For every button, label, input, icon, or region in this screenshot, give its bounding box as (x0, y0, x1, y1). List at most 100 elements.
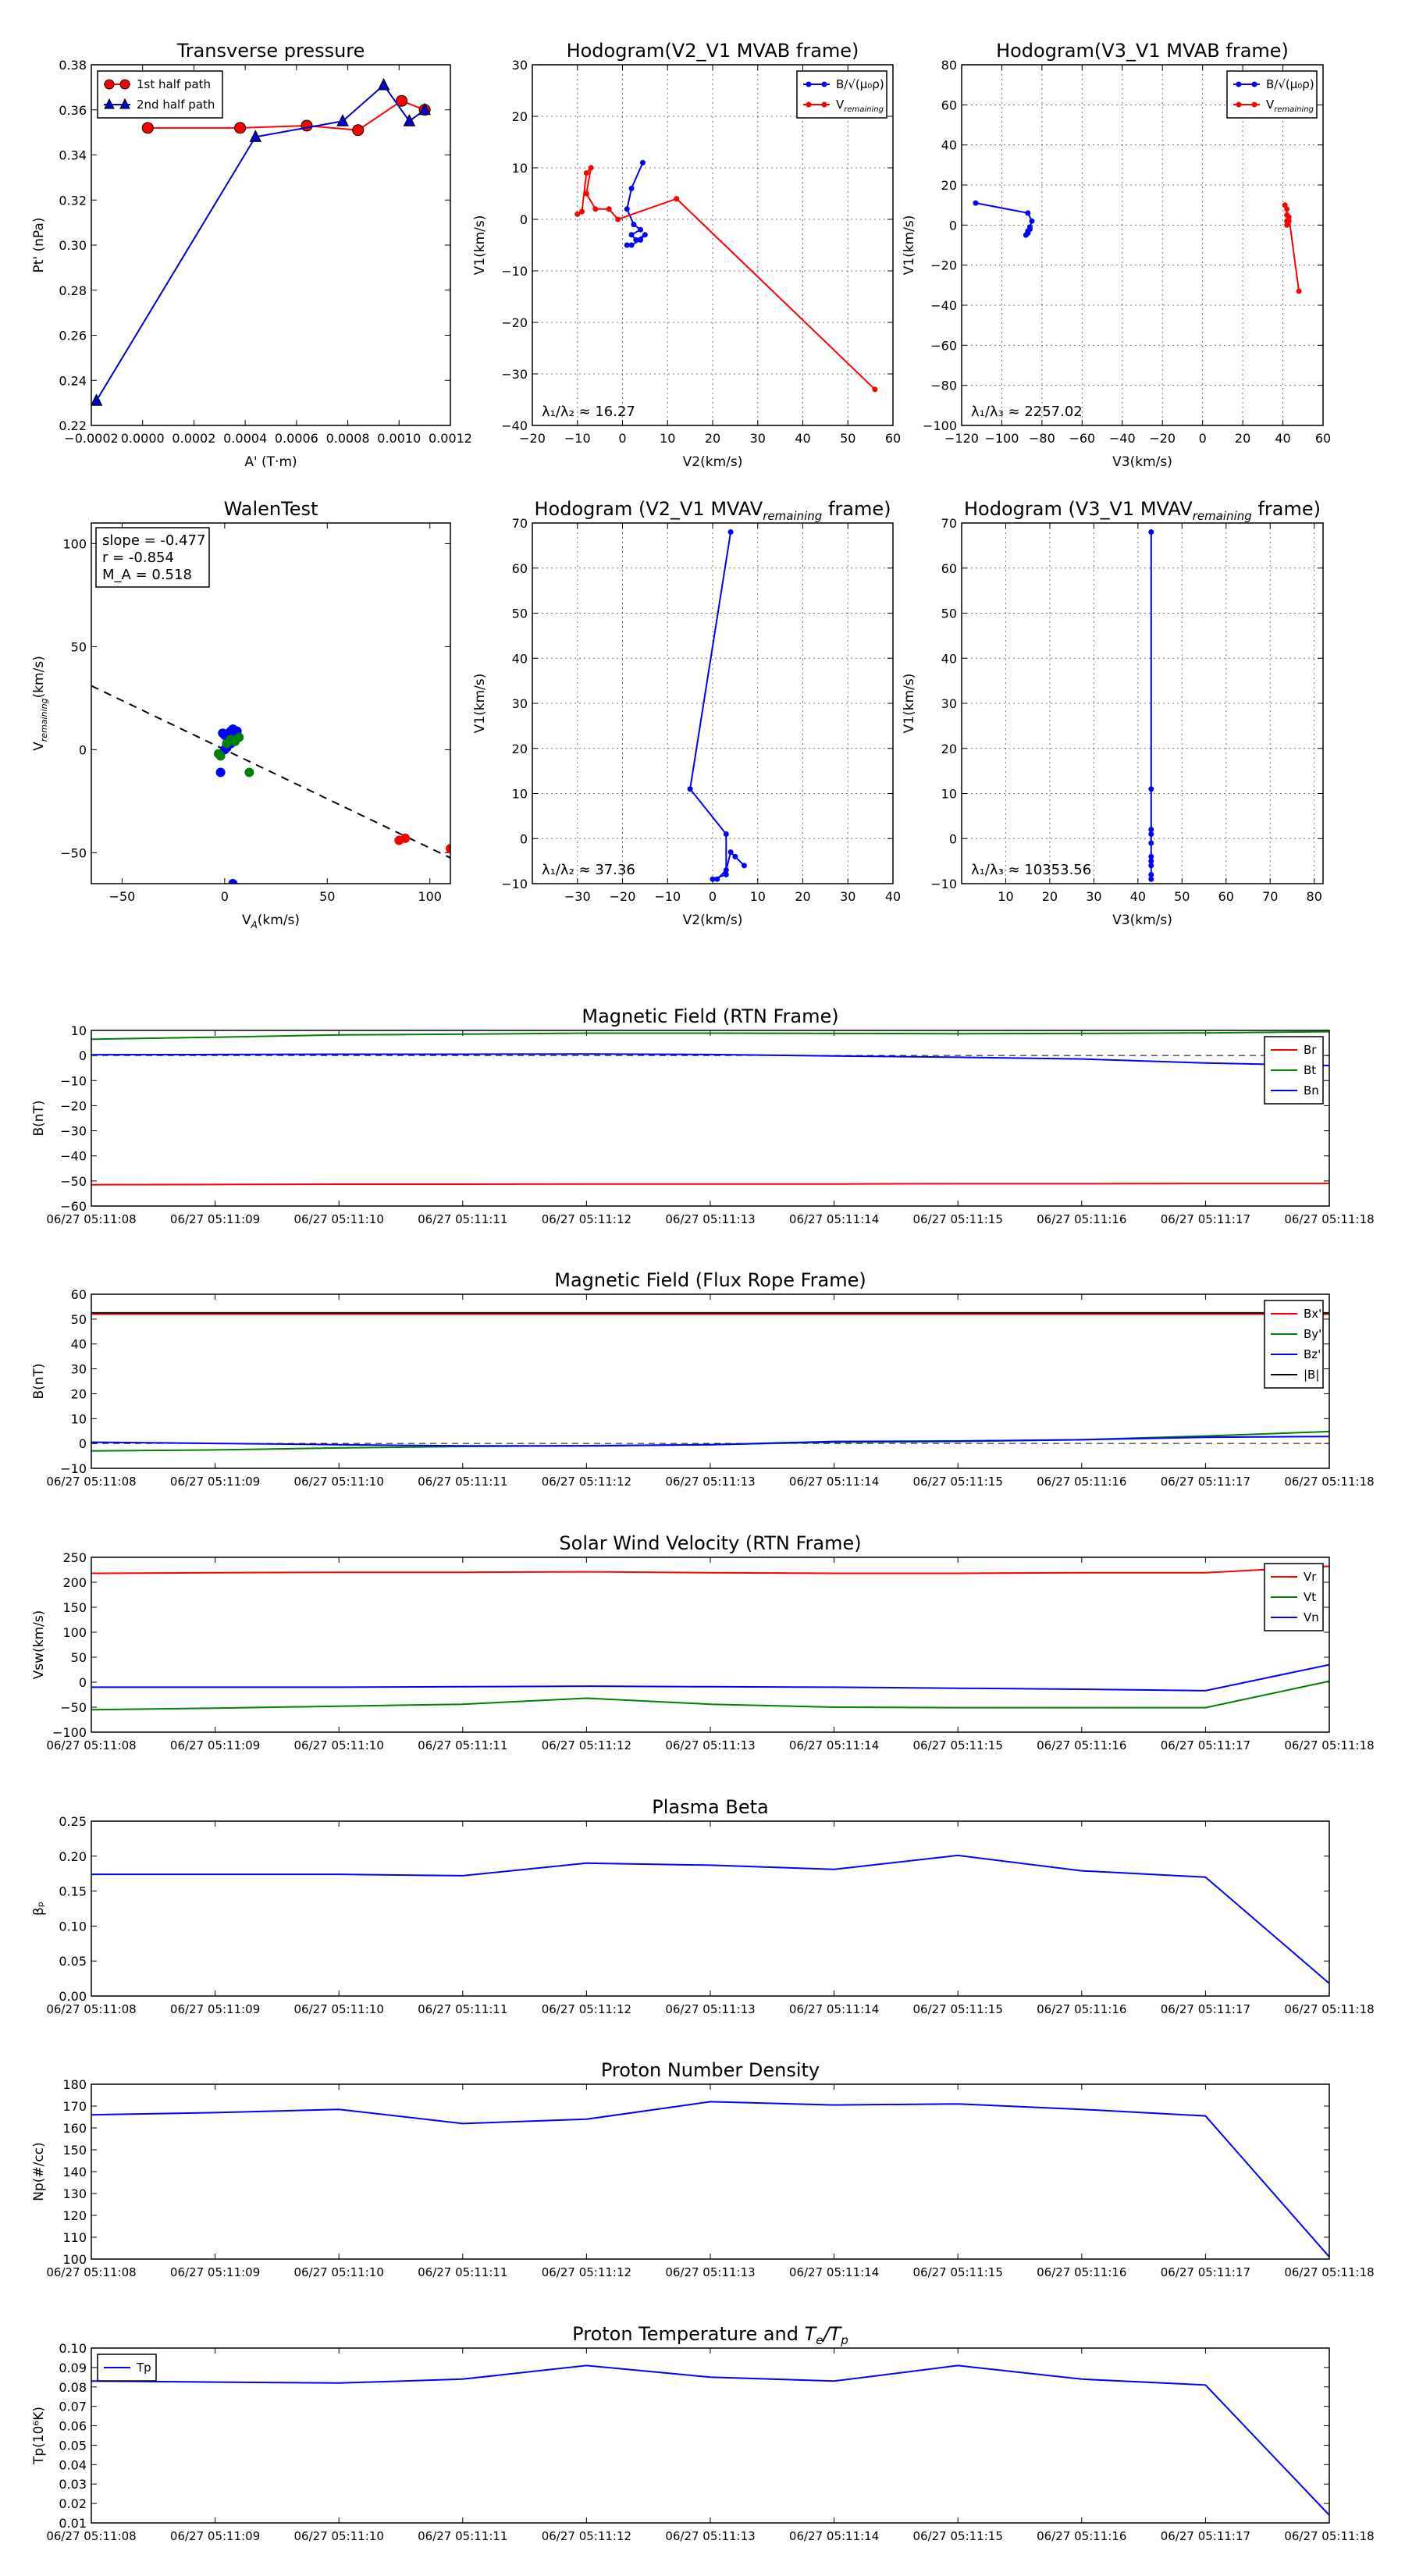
data-point (1148, 863, 1154, 869)
x-tick-label: 60 (885, 431, 901, 446)
y-tick-label: 0 (79, 1048, 87, 1063)
x-tick-label: 0.0008 (326, 431, 370, 446)
data-point (400, 833, 411, 843)
legend: B/√(μ₀ρ) Vremaining (796, 70, 887, 119)
label-sub: remaining (39, 698, 49, 742)
y-tick-label: 50 (71, 1650, 87, 1665)
y-tick-label: 0.09 (59, 2361, 87, 2375)
y-tick-label: 0.25 (59, 1814, 87, 1829)
series-line-Vn (91, 1663, 1329, 1692)
x-tick-label: 06/27 05:11:12 (542, 1475, 631, 1489)
x-tick-label: 10 (750, 889, 766, 904)
data-point (1148, 858, 1154, 864)
y-tick-label: −10 (60, 1073, 87, 1088)
x-tick-label: 06/27 05:11:10 (294, 1738, 384, 1752)
label-part: V (1266, 98, 1275, 112)
x-tick-label: 06/27 05:11:17 (1161, 2529, 1250, 2543)
y-tick-label: −60 (930, 338, 957, 353)
chart-title: Hodogram (V3_V1 MVAVremaining frame) (964, 498, 1321, 523)
y-tick-label: 200 (62, 1575, 87, 1590)
x-tick-label: 06/27 05:11:09 (170, 2265, 260, 2279)
x-tick-label: 06/27 05:11:15 (913, 2002, 1003, 2016)
x-tick-label: −40 (1109, 431, 1136, 446)
y-tick-label: 0.06 (59, 2419, 87, 2434)
legend-marker (119, 98, 130, 109)
y-axis-label: Vsw(km/s) (31, 1610, 47, 1680)
x-tick-label: 06/27 05:11:16 (1037, 2002, 1126, 2016)
data-point (624, 242, 630, 248)
y-tick-label: 0 (949, 831, 957, 846)
y-tick-label: −50 (60, 845, 87, 860)
x-tick-label: 20 (1235, 431, 1250, 446)
x-tick-label: −20 (610, 889, 636, 904)
x-axis-label: V2(km/s) (683, 913, 743, 928)
series-group (91, 2364, 1329, 2516)
panel-hodogram-v3v1-mvab: −120 −100 −80 −60 −40 −20 0 20 40 60−100−80−60−40… (902, 40, 1331, 470)
x-tick-label: 06/27 05:11:13 (665, 2265, 755, 2279)
x-tick-label: 06/27 05:11:16 (1037, 1738, 1126, 1752)
series-line-Bn (91, 1053, 1329, 1066)
data-point (418, 102, 431, 116)
y-tick-label: 50 (71, 639, 87, 654)
legend-label: 1st half path (137, 77, 211, 91)
series-group (213, 724, 450, 884)
x-tick-label: 06/27 05:11:16 (1037, 2529, 1126, 2543)
y-tick-label: 60 (941, 561, 957, 576)
title-part: T (805, 2323, 818, 2345)
x-tick-label: 06/27 05:11:08 (46, 1212, 136, 1226)
x-tick-label: 06/27 05:11:13 (665, 1738, 755, 1752)
x-tick-label: −10 (654, 889, 681, 904)
x-tick-label: 50 (319, 889, 335, 904)
series-group (91, 1030, 1329, 1186)
legend: Bx' By' Bz' |B| (1264, 1300, 1324, 1389)
title-part: Hodogram (V2_V1 MVAV (535, 498, 763, 520)
data-point (592, 206, 599, 212)
legend-marker (1236, 81, 1242, 87)
data-point (588, 165, 594, 171)
y-tick-label: −100 (923, 418, 957, 433)
legend-box (1264, 1300, 1324, 1389)
data-point (628, 185, 635, 191)
y-tick-label: 0.01 (59, 2516, 87, 2531)
title-part: Proton Temperature and (572, 2323, 804, 2345)
panel-magnetic-field-rtn: 06/27 05:11:08 06/27 05:11:09 06/27 05:11:… (31, 1005, 1375, 1226)
data-point (301, 119, 313, 132)
data-point (710, 876, 716, 882)
label-part: V (31, 742, 47, 751)
data-point (396, 94, 408, 107)
data-point (642, 232, 648, 238)
x-tick-label: 0.0000 (121, 431, 165, 446)
x-tick-label: 06/27 05:11:09 (170, 2529, 260, 2543)
y-tick-label: 0.20 (59, 1849, 87, 1864)
y-tick-label: 40 (941, 651, 957, 666)
ratio-annotation: λ₁/λ₂ ≈ 16.27 (542, 404, 635, 420)
legend-label: B/√(μ₀ρ) (1266, 77, 1314, 91)
y-tick-label: 80 (941, 58, 957, 73)
x-tick-label: 0 (709, 889, 717, 904)
y-tick-label: 0.28 (59, 283, 87, 298)
legend-label: Bn (1304, 1083, 1319, 1098)
x-tick-label: −30 (564, 889, 591, 904)
ratio-annotation: λ₁/λ₂ ≈ 37.36 (542, 862, 635, 878)
chart-title: Hodogram(V2_V1 MVAB frame) (567, 40, 859, 62)
chart-title: Hodogram (V2_V1 MVAVremaining frame) (535, 498, 891, 523)
x-tick-label: 0.0004 (223, 431, 267, 446)
y-tick-label: 20 (512, 109, 528, 124)
series-line-Bt (91, 1030, 1329, 1041)
y-tick-label: 50 (512, 607, 528, 621)
stats-line: r = -0.854 (102, 550, 174, 566)
series-group (91, 1311, 1329, 1452)
y-tick-label: 0 (520, 831, 528, 846)
legend-marker (1236, 101, 1242, 108)
y-tick-label: 0.26 (59, 329, 87, 343)
y-axis-label: V1(km/s) (902, 215, 917, 276)
y-tick-label: 250 (62, 1550, 87, 1565)
data-point (91, 393, 103, 406)
x-tick-label: 20 (795, 889, 810, 904)
data-point (741, 863, 747, 869)
x-tick-label: 06/27 05:11:11 (418, 2265, 507, 2279)
y-tick-label: 180 (62, 2077, 87, 2092)
data-point (732, 853, 738, 859)
x-tick-label: 06/27 05:11:18 (1284, 2002, 1374, 2016)
